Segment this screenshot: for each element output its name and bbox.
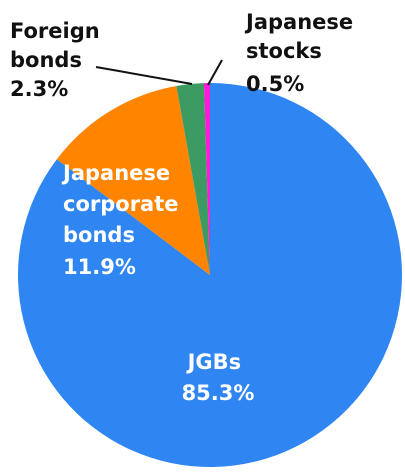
corporate-bonds-label-line-3: bonds — [63, 223, 135, 247]
japanese-stocks-pct: 0.5% — [246, 72, 304, 96]
jgbs-label-name: JGBs — [186, 350, 242, 374]
pie-slice-jgbs — [18, 83, 403, 468]
japanese-stocks-label: Japanese stocks 0.5% — [244, 10, 360, 96]
pie-slice-foreign-bonds — [176, 83, 210, 275]
corporate-bonds-pct: 11.9% — [63, 255, 136, 279]
foreign-bonds-label: Foreign bonds 2.3% — [10, 19, 107, 101]
foreign-bonds-pct: 2.3% — [10, 77, 68, 101]
pie-slices — [18, 83, 403, 468]
jgbs-pct: 85.3% — [182, 381, 255, 405]
foreign-bonds-label-line-2: bonds — [10, 48, 82, 72]
corporate-bonds-label-line-2: corporate — [63, 192, 179, 216]
corporate-bonds-label-line-1: Japanese — [61, 161, 170, 185]
japanese-stocks-leader-line — [207, 59, 223, 86]
pie-slice-japanese-stocks — [203, 83, 210, 275]
japanese-stocks-label-line-2: stocks — [246, 39, 322, 63]
foreign-bonds-leader-line — [95, 66, 193, 85]
pie-slice-japanese-corporate-bonds — [56, 85, 210, 275]
foreign-bonds-label-line-1: Foreign — [10, 19, 100, 43]
jgbs-label: JGBs 85.3% — [182, 350, 255, 405]
japanese-stocks-label-line-1: Japanese — [244, 10, 353, 34]
corporate-bonds-label: Japanese corporate bonds 11.9% — [61, 161, 186, 279]
